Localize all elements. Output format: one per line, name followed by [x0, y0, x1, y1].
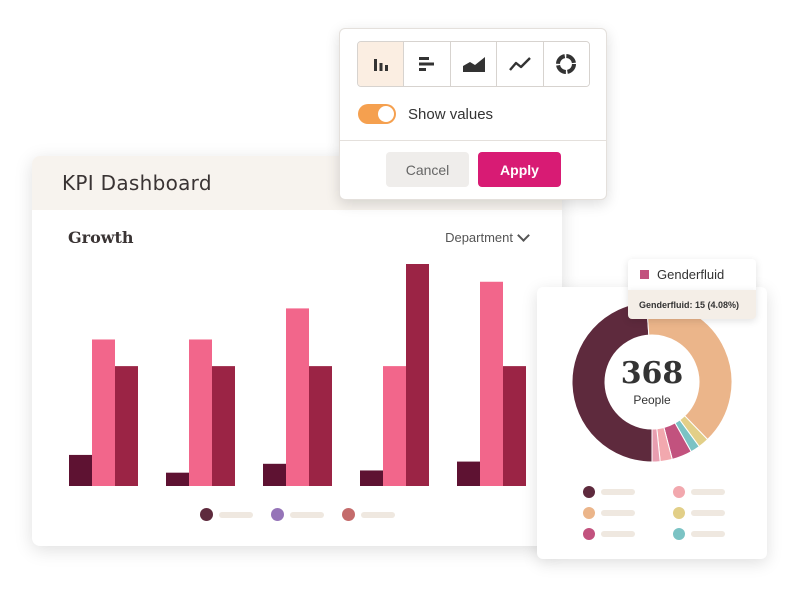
bar-2-0[interactable] — [263, 463, 286, 486]
slice-tooltip: Genderfluid Genderfluid: 15 (4.08%) — [628, 259, 756, 319]
tooltip-label: Genderfluid — [657, 267, 725, 282]
toggle-knob — [378, 106, 394, 122]
legend-label-placeholder — [360, 511, 395, 518]
legend-swatch — [270, 508, 284, 521]
line-chart-button[interactable] — [497, 42, 544, 86]
donut-legend-item[interactable] — [583, 507, 643, 519]
donut-total-label: People — [633, 393, 671, 407]
chart-type-selector — [357, 41, 590, 87]
donut-legend-swatch — [673, 507, 685, 519]
people-donut-chart — [571, 301, 733, 463]
legend-swatch — [199, 508, 213, 521]
bar-2-1[interactable] — [286, 308, 309, 486]
legend-item[interactable] — [270, 508, 324, 521]
legend-item[interactable] — [341, 508, 395, 521]
donut-legend-item[interactable] — [673, 528, 733, 540]
bar-4-1[interactable] — [480, 281, 503, 486]
kpi-dashboard-card: KPI Dashboard Growth Department — [32, 156, 562, 546]
donut-legend-swatch — [583, 528, 595, 540]
donut-legend-item[interactable] — [673, 486, 733, 498]
bar-3-2[interactable] — [406, 264, 429, 486]
chevron-down-icon — [517, 228, 530, 242]
donut-chart-icon — [556, 54, 577, 74]
legend-label-placeholder — [218, 511, 253, 518]
donut-legend-label-placeholder — [691, 510, 725, 516]
people-donut-card: 368 People — [537, 287, 767, 559]
department-dropdown[interactable]: Department — [445, 228, 530, 245]
donut-center: 368 People — [591, 356, 713, 408]
donut-legend-item[interactable] — [583, 486, 643, 498]
chart-options-popover: Show values Cancel Apply — [339, 28, 607, 200]
growth-bar-chart — [69, 264, 526, 486]
bar-chart-legend — [32, 508, 562, 521]
bar-1-1[interactable] — [189, 339, 212, 486]
department-dropdown-label: Department — [445, 230, 513, 245]
donut-legend-label-placeholder — [691, 531, 725, 537]
apply-button[interactable]: Apply — [478, 152, 561, 187]
donut-legend-swatch — [583, 507, 595, 519]
show-values-row: Show values — [358, 104, 493, 124]
tooltip-body: Genderfluid: 15 (4.08%) — [628, 290, 756, 319]
show-values-toggle[interactable] — [358, 104, 396, 124]
donut-legend-item[interactable] — [583, 528, 643, 540]
bar-4-2[interactable] — [503, 366, 526, 486]
legend-swatch — [341, 508, 355, 521]
bar-4-0[interactable] — [457, 461, 480, 486]
bar-chart-icon — [419, 57, 435, 71]
legend-label-placeholder — [289, 511, 324, 518]
tooltip-header: Genderfluid — [628, 259, 756, 290]
donut-legend-swatch — [673, 528, 685, 540]
show-values-label: Show values — [408, 105, 494, 123]
bar-1-0[interactable] — [166, 472, 189, 486]
bar-2-2[interactable] — [309, 366, 332, 486]
tooltip-detail: Genderfluid: 15 (4.08%) — [639, 299, 740, 310]
donut-legend-label-placeholder — [601, 489, 635, 495]
chart-title: Growth — [68, 228, 134, 247]
donut-legend-swatch — [673, 486, 685, 498]
line-chart-icon — [509, 57, 531, 71]
donut-total: 368 — [620, 356, 684, 391]
area-chart-icon — [462, 57, 485, 72]
bar-0-2[interactable] — [115, 366, 138, 486]
bar-0-0[interactable] — [69, 454, 92, 486]
chart-header: Growth Department — [68, 228, 530, 247]
cancel-button[interactable]: Cancel — [386, 152, 469, 187]
donut-hole — [605, 335, 699, 429]
donut-legend-swatch — [583, 486, 595, 498]
donut-legend-label-placeholder — [601, 531, 635, 537]
donut-legend-label-placeholder — [601, 510, 635, 516]
bar-3-1[interactable] — [383, 366, 406, 486]
column-chart-button[interactable] — [358, 42, 405, 86]
donut-legend-item[interactable] — [673, 507, 733, 519]
legend-item[interactable] — [199, 508, 253, 521]
donut-chart-button[interactable] — [543, 42, 589, 86]
area-chart-button[interactable] — [450, 42, 498, 86]
dashboard-title: KPI Dashboard — [62, 171, 212, 195]
popover-divider — [340, 140, 606, 141]
bar-1-2[interactable] — [212, 366, 235, 486]
column-chart-icon — [373, 59, 388, 71]
donut-legend — [583, 486, 733, 540]
bar-0-1[interactable] — [92, 339, 115, 486]
bar-chart-button[interactable] — [404, 42, 451, 86]
bar-3-0[interactable] — [360, 470, 383, 486]
donut-legend-label-placeholder — [691, 489, 725, 495]
tooltip-swatch — [640, 270, 649, 279]
